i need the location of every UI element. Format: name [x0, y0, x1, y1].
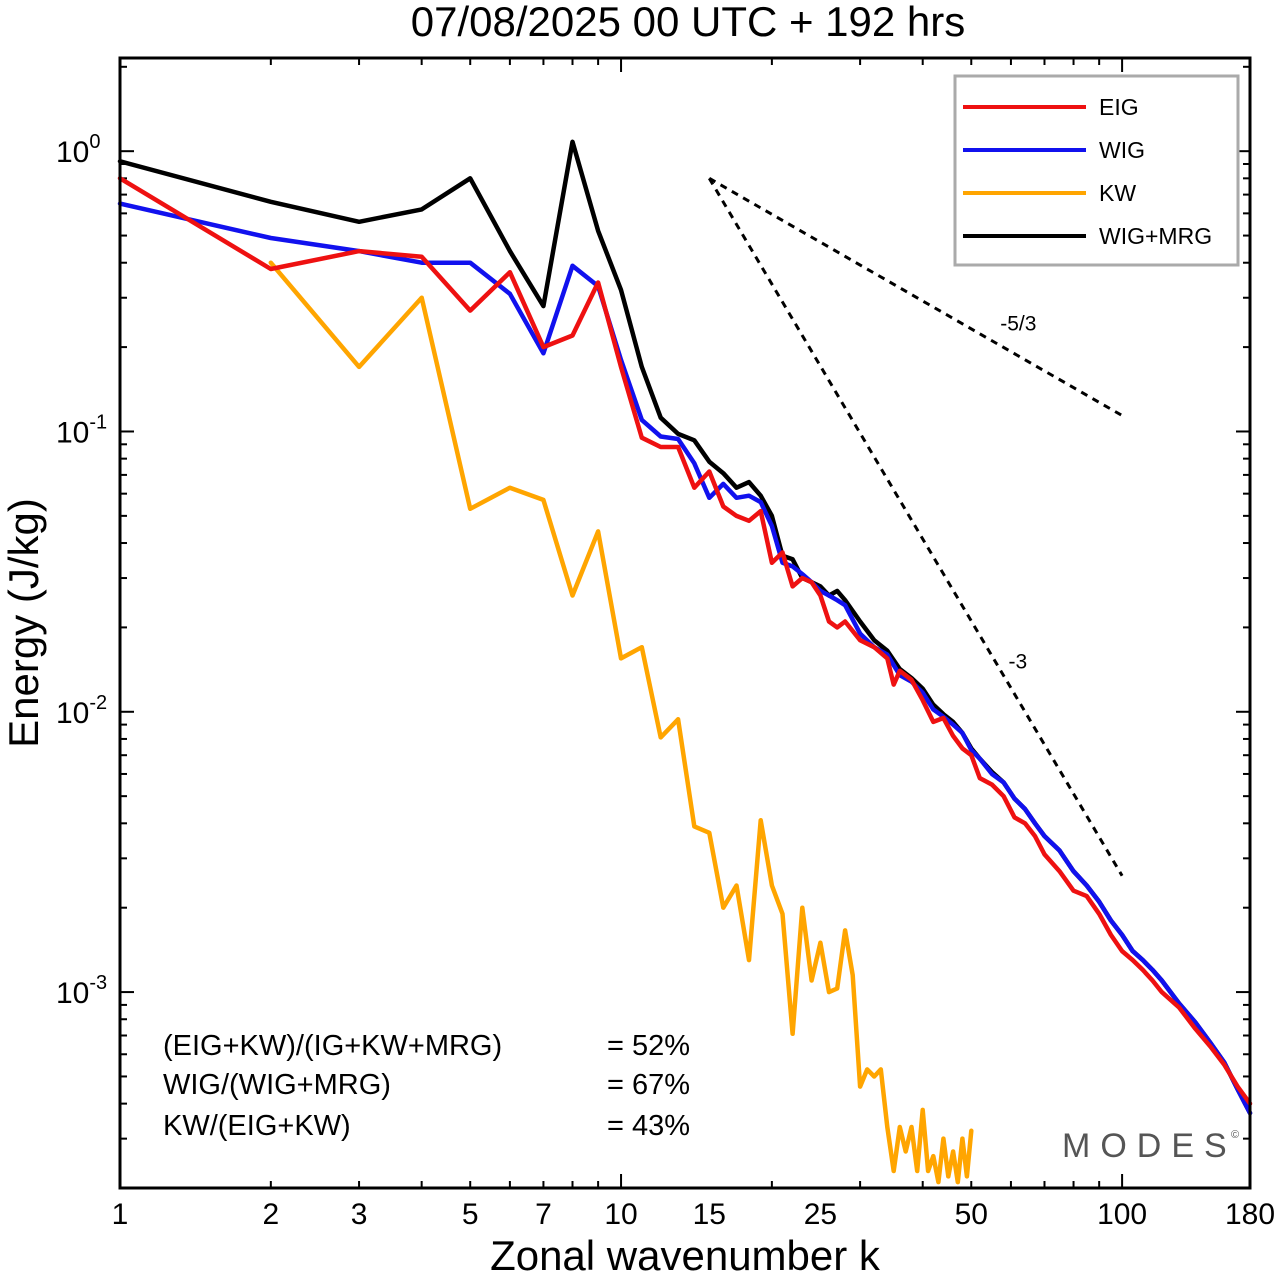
reference-slope-label-1: -5/3: [1000, 312, 1036, 335]
y-tick-label: 100: [56, 131, 101, 169]
series-line-eig: [117, 176, 1253, 1106]
x-tick-label: 3: [351, 1198, 368, 1231]
y-tick-label: 10-3: [56, 972, 107, 1010]
x-tick-label: 100: [1097, 1198, 1147, 1231]
x-tick-label: 10: [604, 1198, 637, 1231]
reference-slope-label-2: -3: [1009, 650, 1028, 673]
reference-slope-line-2: [707, 177, 1124, 877]
stat-label-2: WIG/(WIG+MRG): [163, 1069, 391, 1101]
stat-value-2: = 67%: [607, 1069, 690, 1101]
plot-frame: [118, 56, 1252, 1190]
legend-label-kw: KW: [1099, 180, 1136, 206]
stat-label-1: (EIG+KW)/(IG+KW+MRG): [163, 1030, 502, 1062]
legend-label-eig: EIG: [1099, 94, 1139, 120]
legend-label-wig: WIG: [1099, 137, 1145, 163]
chart-title: 07/08/2025 00 UTC + 192 hrs: [411, 0, 966, 45]
x-axis-label: Zonal wavenumber k: [490, 1232, 881, 1279]
y-axis-label: Energy (J/kg): [0, 498, 47, 748]
brand-logo: MODES: [1062, 1127, 1237, 1165]
x-tick-label: 180: [1225, 1198, 1275, 1231]
reference-slopes: -5/3 -3: [707, 177, 1124, 877]
y-tick-label: 10-1: [56, 411, 107, 449]
legend-entries: EIG WIG KW WIG+MRG: [963, 94, 1212, 249]
x-tick-label: 2: [262, 1198, 279, 1231]
x-tick-label: 25: [804, 1198, 837, 1231]
stat-value-3: = 43%: [607, 1110, 690, 1142]
reference-slope-line-1: [708, 177, 1123, 417]
stat-value-1: = 52%: [607, 1030, 690, 1062]
y-tick-label: 10-2: [56, 692, 107, 730]
stat-label-3: KW/(EIG+KW): [163, 1110, 351, 1142]
x-tick-label: 1: [112, 1198, 129, 1231]
brand-copyright-mark: ©: [1231, 1129, 1239, 1141]
x-tick-label: 7: [535, 1198, 552, 1231]
y-tick-labels: 100 10-1 10-2 10-3: [56, 131, 107, 1010]
x-tick-labels: 1 2 3 5 7 10 15 25 50 100 180: [112, 1198, 1275, 1231]
legend-label-wig-mrg: WIG+MRG: [1099, 223, 1212, 249]
stats-annotation: (EIG+KW)/(IG+KW+MRG) = 52% WIG/(WIG+MRG)…: [163, 1030, 690, 1142]
x-tick-label: 5: [462, 1198, 479, 1231]
x-tick-label: 15: [693, 1198, 726, 1231]
x-tick-label: 50: [955, 1198, 988, 1231]
series-line-kw: [268, 260, 974, 1185]
series-layer: [117, 139, 1253, 1185]
series-line-wig: [117, 201, 1253, 1116]
legend: EIG WIG KW WIG+MRG: [953, 74, 1240, 267]
